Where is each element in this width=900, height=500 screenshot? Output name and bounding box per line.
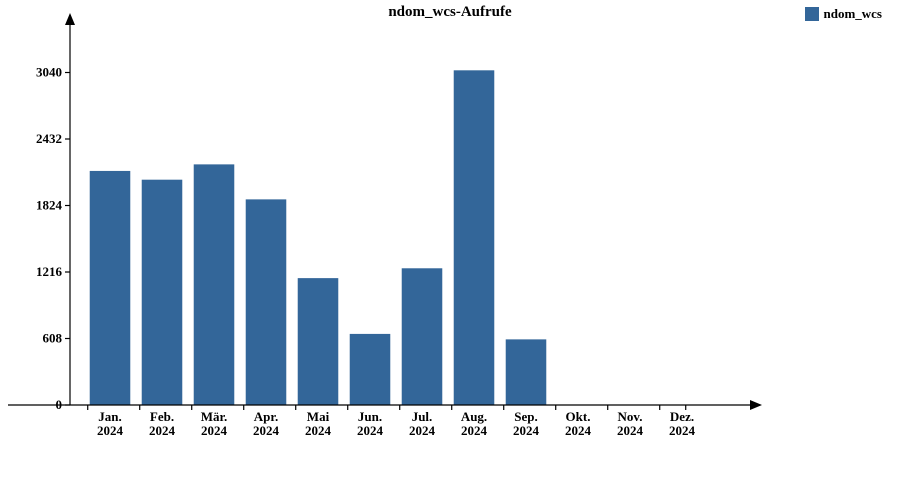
x-tick-label-top: Apr. — [254, 409, 278, 424]
legend-label: ndom_wcs — [823, 6, 882, 22]
x-tick-label-bottom: 2024 — [513, 423, 540, 438]
x-tick-label-top: Jun. — [358, 409, 382, 424]
y-axis-arrow — [65, 13, 75, 25]
y-tick-label: 1824 — [36, 198, 63, 213]
x-tick-label-top: Aug. — [461, 409, 487, 424]
legend-swatch — [805, 7, 819, 21]
x-tick-label-top: Nov. — [618, 409, 643, 424]
y-tick-label: 608 — [43, 331, 63, 346]
x-tick-label-bottom: 2024 — [617, 423, 644, 438]
x-axis-arrow — [750, 400, 762, 410]
x-tick-label-bottom: 2024 — [357, 423, 384, 438]
y-tick-label: 2432 — [36, 131, 62, 146]
chart-container: ndom_wcs-Aufrufe ndom_wcs 06081216182424… — [0, 0, 900, 500]
y-tick-label: 1216 — [36, 264, 63, 279]
x-tick-label-top: Okt. — [566, 409, 591, 424]
x-tick-label-bottom: 2024 — [461, 423, 488, 438]
x-tick-label-bottom: 2024 — [565, 423, 592, 438]
bar — [194, 164, 235, 405]
bar — [350, 334, 391, 405]
x-tick-label-bottom: 2024 — [149, 423, 176, 438]
bar — [246, 199, 287, 405]
x-tick-label-bottom: 2024 — [97, 423, 124, 438]
bar-chart: 06081216182424323040Jan.2024Feb.2024Mär.… — [0, 0, 900, 500]
x-tick-label-top: Jan. — [98, 409, 121, 424]
bar — [454, 70, 495, 405]
x-tick-label-top: Mai — [307, 409, 330, 424]
y-tick-label: 3040 — [36, 65, 62, 80]
x-tick-label-bottom: 2024 — [669, 423, 696, 438]
y-tick-label: 0 — [56, 397, 63, 412]
x-tick-label-top: Dez. — [670, 409, 694, 424]
x-tick-label-bottom: 2024 — [201, 423, 228, 438]
x-tick-label-top: Sep. — [514, 409, 537, 424]
x-tick-label-bottom: 2024 — [253, 423, 280, 438]
bar — [402, 268, 443, 405]
bar — [298, 278, 339, 405]
bar — [142, 180, 183, 405]
chart-title: ndom_wcs-Aufrufe — [388, 4, 511, 21]
x-tick-label-bottom: 2024 — [305, 423, 332, 438]
x-tick-label-top: Feb. — [150, 409, 174, 424]
x-tick-label-bottom: 2024 — [409, 423, 436, 438]
bar — [506, 339, 547, 405]
x-tick-label-top: Jul. — [412, 409, 433, 424]
legend: ndom_wcs — [805, 6, 882, 22]
bar — [90, 171, 131, 405]
x-tick-label-top: Mär. — [201, 409, 228, 424]
